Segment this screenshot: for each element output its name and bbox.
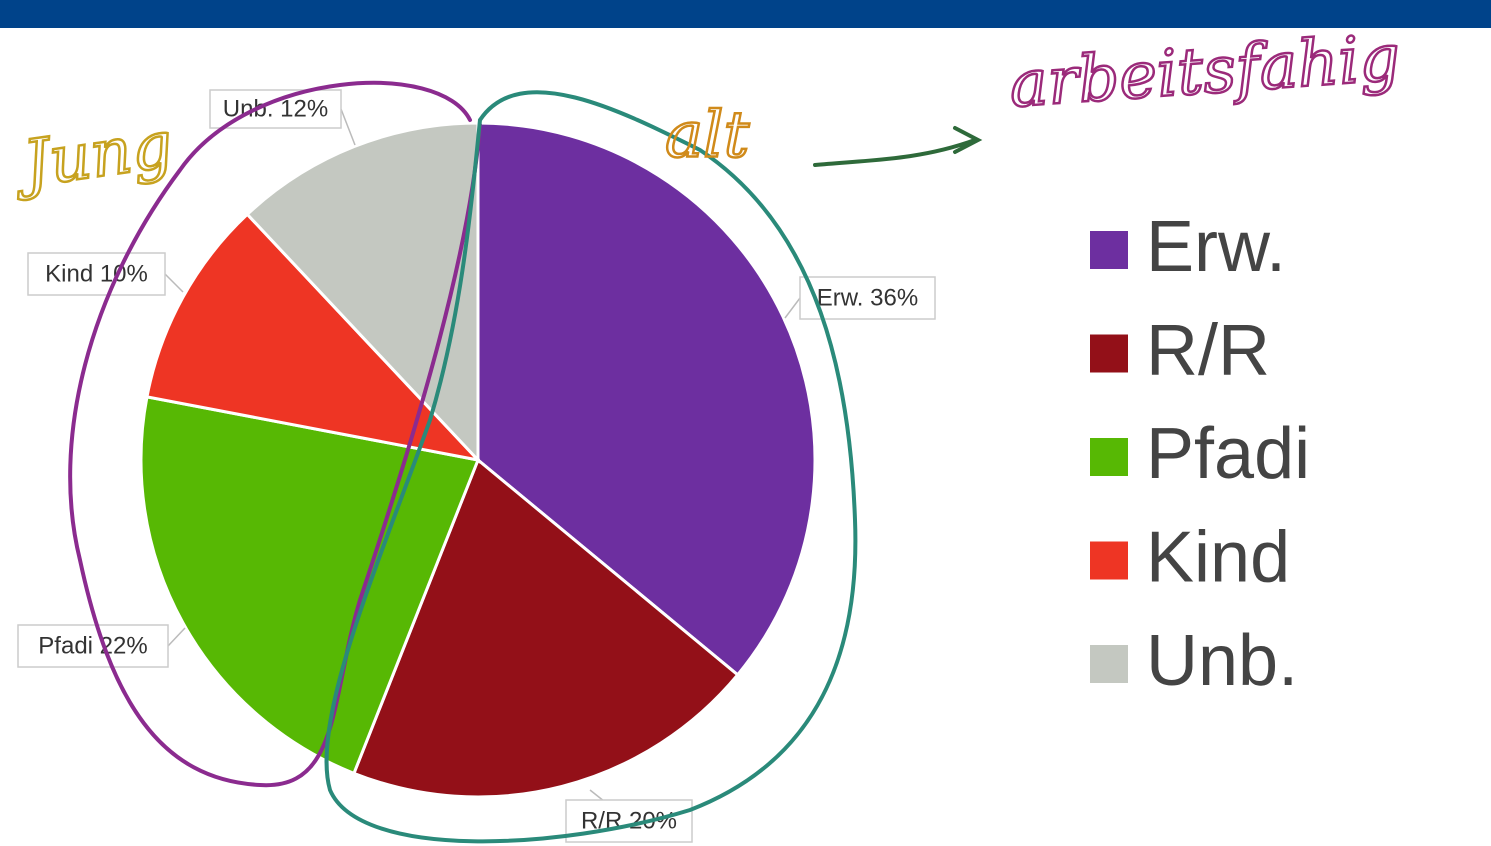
legend: Erw. R/R Pfadi Kind Unb. — [1090, 207, 1310, 701]
legend-label: Kind — [1146, 518, 1290, 598]
pie — [141, 123, 815, 797]
legend-label: R/R — [1146, 311, 1270, 391]
top-bar — [0, 0, 1491, 28]
legend-swatch — [1090, 231, 1128, 269]
legend-label: Erw. — [1146, 207, 1286, 287]
legend-swatch — [1090, 335, 1128, 373]
annotation: alt — [665, 99, 750, 173]
label-pointer — [341, 109, 355, 145]
chart: Erw. 36%R/R 20%Pfadi 22%Kind 10%Unb. 12%… — [0, 0, 1491, 846]
legend-label: Pfadi — [1146, 414, 1310, 494]
annotation: arbeitsfahig — [1007, 21, 1402, 122]
label-pointer — [168, 628, 185, 646]
data-label: Kind 10% — [45, 260, 148, 287]
data-label: Erw. 36% — [817, 284, 918, 311]
legend-swatch — [1090, 438, 1128, 476]
label-pointer — [785, 298, 800, 318]
legend-label: Unb. — [1146, 621, 1298, 701]
annotation: Jung — [8, 108, 177, 204]
data-label: Pfadi 22% — [38, 632, 147, 659]
legend-swatch — [1090, 542, 1128, 580]
legend-swatch — [1090, 645, 1128, 683]
label-pointer — [165, 274, 183, 292]
arrow — [815, 128, 978, 165]
page: {"chart_data": {"type": "pie", "categori… — [0, 0, 1491, 846]
